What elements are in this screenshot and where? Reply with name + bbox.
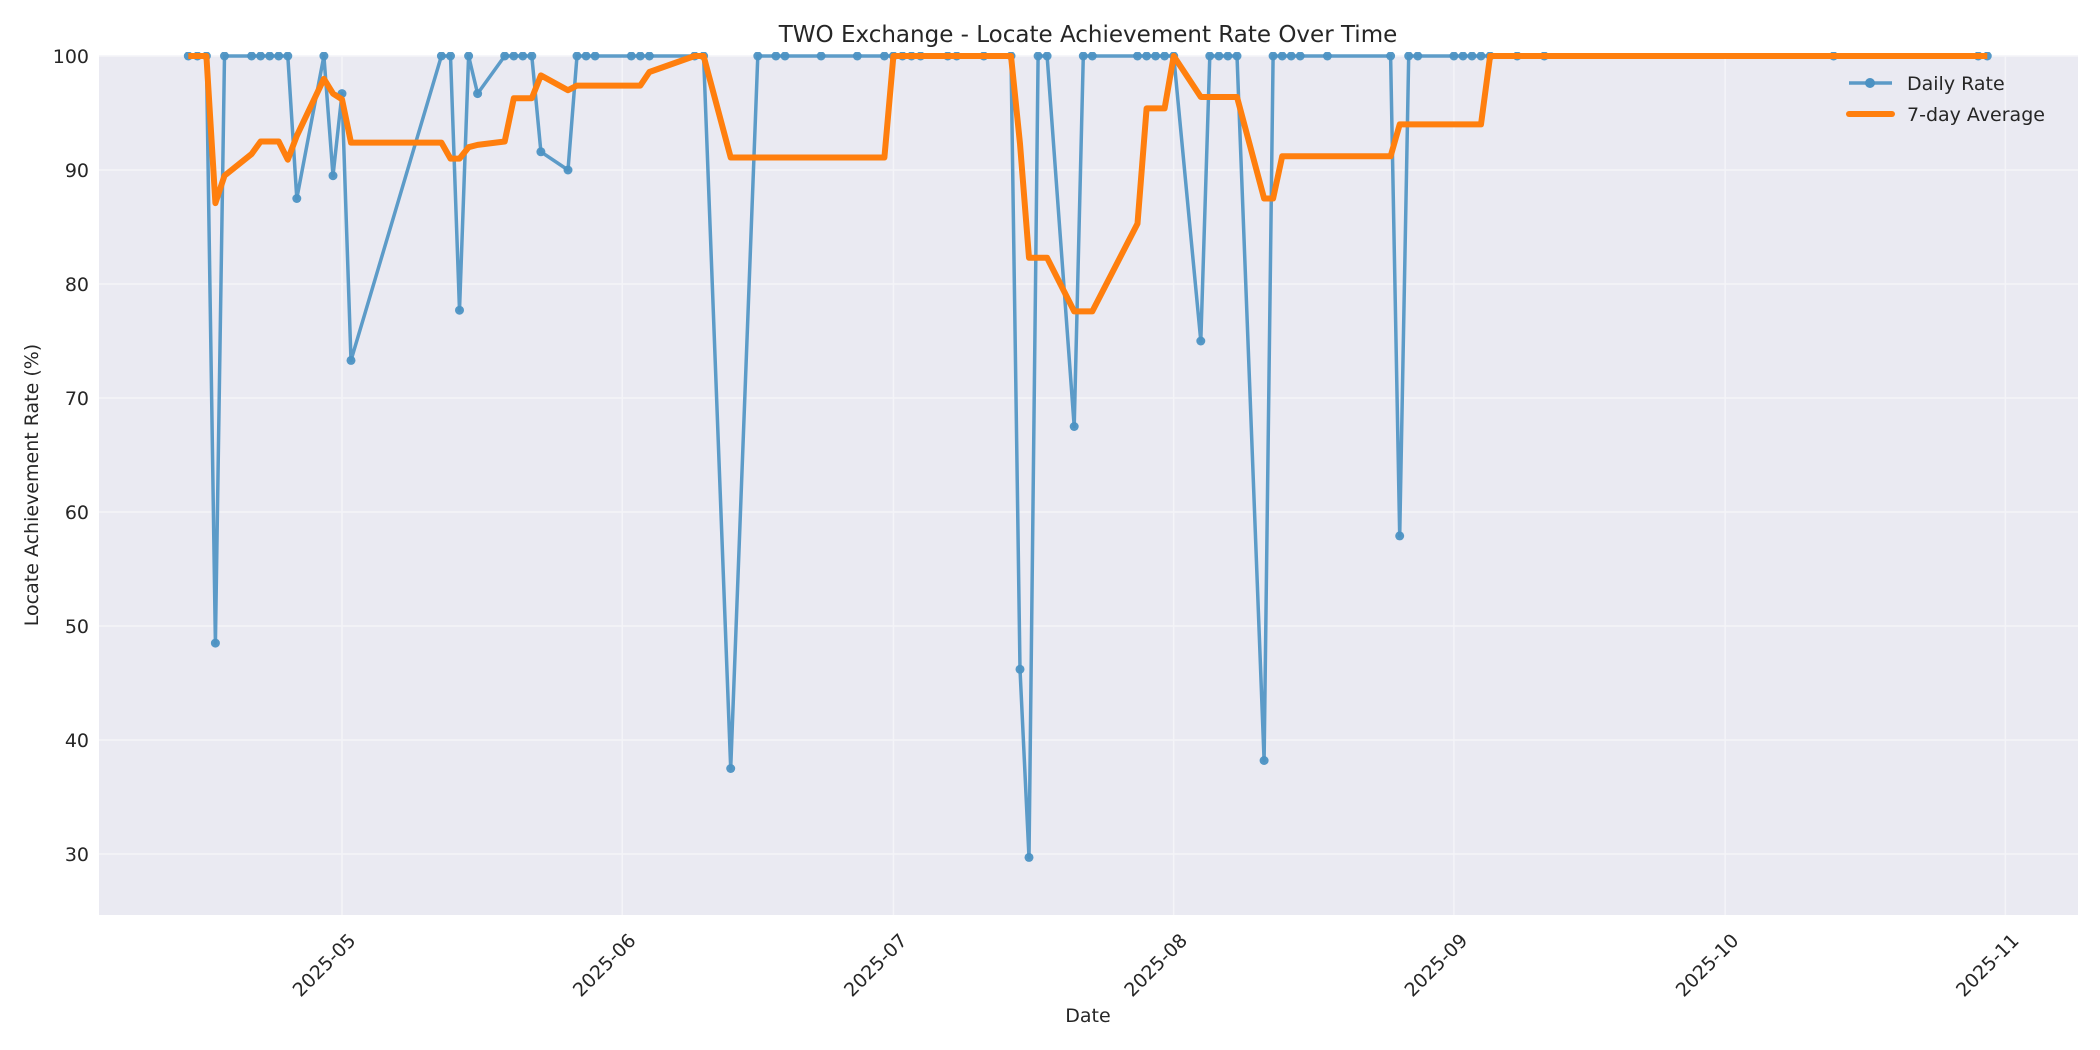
y-tick-label: 40 [65, 730, 89, 752]
daily-rate-point [1404, 52, 1414, 61]
daily-rate-point [816, 52, 826, 61]
daily-rate-point [518, 52, 528, 61]
daily-rate-point [644, 52, 654, 61]
x-tick-label: 2025-11 [1952, 930, 2024, 1002]
daily-rate-point [274, 52, 284, 61]
daily-rate-point [473, 89, 483, 99]
daily-rate-point [635, 52, 645, 61]
y-tick-label: 60 [65, 502, 89, 524]
daily-rate-point [247, 52, 257, 61]
daily-rate-point [436, 52, 446, 61]
legend-daily-rate-marker-icon [1865, 78, 1875, 88]
daily-rate-point [1413, 52, 1423, 61]
daily-rate-point [1395, 531, 1405, 541]
x-tick-label: 2025-05 [289, 930, 361, 1002]
daily-rate-point [1476, 52, 1486, 61]
y-axis-ticks: 30 40 50 60 70 80 90 100 [53, 46, 89, 866]
daily-rate-point [210, 638, 220, 648]
y-tick-label: 50 [65, 616, 89, 638]
daily-rate-point [1223, 52, 1233, 61]
x-tick-label: 2025-10 [1672, 930, 1744, 1002]
daily-rate-point [1386, 52, 1396, 61]
y-tick-label: 70 [65, 388, 89, 410]
daily-rate-point [1142, 52, 1152, 61]
daily-rate-point [726, 764, 736, 773]
daily-rate-point [464, 52, 474, 61]
7day-average-line [188, 53, 1988, 315]
chart-title: TWO Exchange - Locate Achievement Rate O… [778, 22, 1398, 48]
daily-rate-point [852, 52, 862, 61]
daily-rate-point [1133, 52, 1142, 61]
x-axis-ticks: 2025-05 2025-06 2025-07 2025-08 2025-09 2025-… [289, 930, 2024, 1002]
daily-rate-point [265, 52, 275, 61]
daily-rate-point [1322, 52, 1332, 61]
legend-7day-average-label: 7-day Average [1907, 104, 2045, 126]
grid-lines [99, 55, 2078, 915]
daily-rate-point [581, 52, 591, 61]
y-tick-label: 90 [65, 160, 89, 182]
x-axis-label: Date [1065, 1005, 1110, 1027]
daily-rate-point [1286, 52, 1296, 61]
daily-rate-point [509, 52, 519, 61]
daily-rate-point [446, 52, 455, 61]
daily-rate-point [1277, 52, 1287, 61]
daily-rate-point [1087, 52, 1097, 61]
daily-rate-point [626, 52, 636, 61]
daily-rate-point [455, 305, 464, 315]
daily-rate-point [536, 147, 546, 157]
daily-rate-point [1015, 664, 1025, 674]
daily-rate-point [563, 165, 573, 175]
y-tick-label: 80 [65, 274, 89, 296]
daily-rate-point [1232, 52, 1242, 61]
daily-rate-point [572, 52, 582, 61]
daily-rate-point [319, 52, 329, 61]
daily-rate-point [1205, 52, 1215, 61]
daily-rate-point [527, 52, 537, 61]
daily-rate-point [1033, 52, 1043, 61]
daily-rate-point [346, 355, 356, 365]
x-tick-label: 2025-09 [1401, 930, 1473, 1002]
daily-rate-point [1259, 756, 1269, 765]
daily-rate-point [1160, 52, 1170, 61]
daily-rate-point [220, 52, 229, 61]
daily-rate-point [1196, 336, 1206, 346]
x-tick-label: 2025-08 [1120, 930, 1192, 1002]
daily-rate-point [1024, 852, 1034, 862]
daily-rate-point [1449, 52, 1459, 61]
daily-rate-point [1042, 52, 1052, 61]
y-tick-label: 30 [65, 844, 89, 866]
y-tick-label: 100 [53, 46, 89, 68]
daily-rate-point [328, 171, 338, 181]
daily-rate-point [780, 52, 790, 61]
daily-rate-point [879, 52, 889, 61]
daily-rate-point [1268, 52, 1278, 61]
daily-rate-point [1151, 52, 1161, 61]
x-tick-label: 2025-07 [840, 930, 912, 1002]
plot-area [99, 56, 2078, 915]
daily-rate-point [1078, 52, 1088, 61]
daily-rate-point [1458, 52, 1468, 61]
x-tick-label: 2025-06 [569, 930, 641, 1002]
daily-rate-point [500, 52, 510, 61]
daily-rate-point [283, 52, 293, 61]
daily-rate-point [753, 52, 763, 61]
series-7day-average [188, 53, 1988, 315]
series-group [183, 52, 1992, 862]
daily-rate-point [1467, 52, 1477, 61]
y-axis-label: Locate Achievement Rate (%) [21, 344, 43, 626]
daily-rate-point [590, 52, 600, 61]
legend-daily-rate-label: Daily Rate [1907, 73, 2005, 95]
daily-rate-point [1295, 52, 1305, 61]
legend: Daily Rate 7-day Average [1846, 73, 2045, 126]
daily-rate-point [771, 52, 781, 61]
daily-rate-point [256, 52, 266, 61]
daily-rate-point [1214, 52, 1224, 61]
daily-rate-point [1069, 422, 1079, 431]
daily-rate-point [292, 194, 302, 203]
